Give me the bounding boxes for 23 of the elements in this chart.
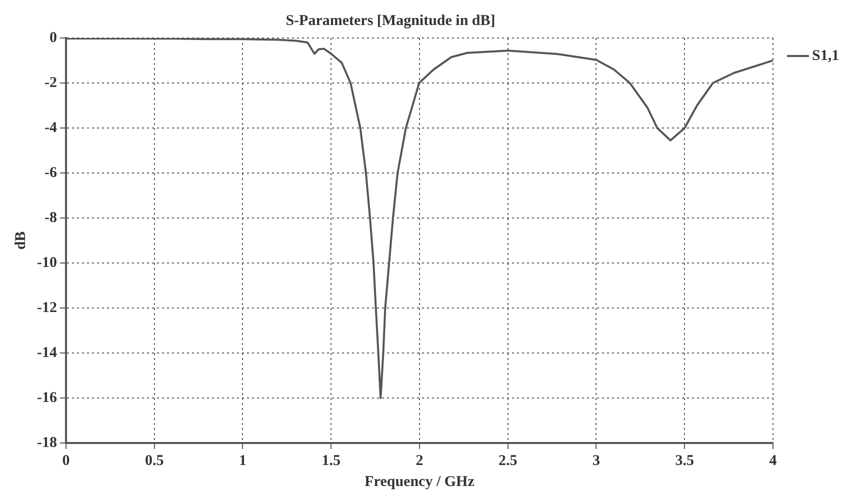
y-tick-label: -8 [44, 210, 57, 226]
x-tick-label: 1 [238, 452, 246, 469]
x-tick-label: 2.5 [498, 452, 518, 469]
y-tick-label: -16 [36, 390, 58, 406]
x-tick-label: 3 [592, 452, 600, 469]
y-tick-label: -10 [36, 254, 57, 271]
x-axis-title: Frequency / GHz [364, 474, 475, 490]
x-tick-label: 4 [769, 452, 778, 469]
y-tick-label: -4 [44, 120, 58, 136]
x-tick-label: 3.5 [675, 452, 694, 469]
x-tick-label: 0.5 [144, 452, 164, 469]
chart-title: S-Parameters [Magnitude in dB] [286, 12, 496, 29]
x-tick-label: 0 [62, 452, 70, 469]
x-tick-label: 1.5 [322, 452, 340, 469]
y-tick-label: -2 [44, 74, 57, 91]
legend-label: S1,1 [812, 48, 840, 64]
y-tick-label: -12 [36, 300, 57, 316]
y-tick-label: -18 [36, 434, 57, 451]
y-tick-label: -6 [44, 164, 58, 181]
x-tick-label: 2 [416, 452, 424, 469]
y-axis-title: dB [12, 231, 29, 250]
y-tick-label: 0 [49, 30, 57, 46]
y-tick-label: -14 [36, 344, 58, 361]
